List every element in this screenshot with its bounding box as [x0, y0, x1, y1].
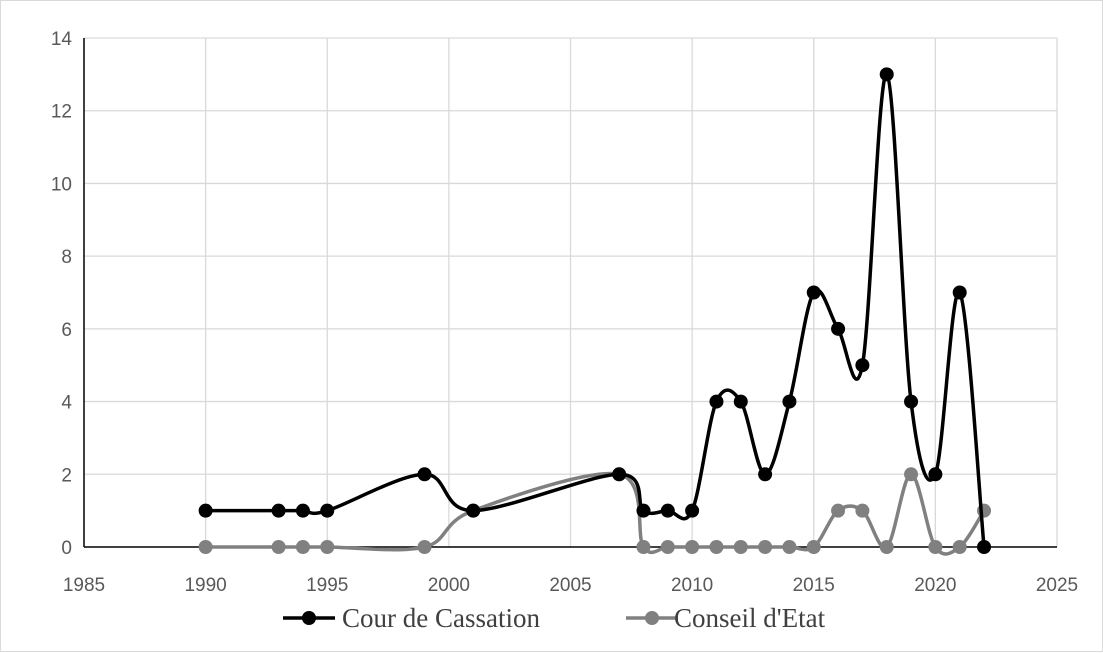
data-point: [733, 540, 748, 554]
data-point: [758, 467, 773, 482]
y-tick-label: 2: [61, 465, 72, 486]
data-point: [952, 285, 967, 300]
data-point: [417, 540, 432, 554]
data-point: [660, 503, 675, 518]
y-tick-label: 8: [61, 247, 72, 268]
x-tick-label: 2025: [1036, 575, 1078, 596]
data-point: [612, 467, 627, 482]
series-cour-de-cassation: [198, 67, 992, 554]
data-point: [977, 540, 992, 554]
data-point: [271, 540, 286, 554]
data-point: [782, 394, 797, 409]
x-tick-label: 2020: [914, 575, 956, 596]
data-point: [904, 467, 919, 482]
legend: Cour de Cassation Conseil d'Etat: [283, 603, 826, 633]
data-point: [636, 540, 651, 554]
data-point: [879, 67, 894, 82]
data-point: [709, 394, 724, 409]
data-point: [417, 467, 432, 482]
data-point: [320, 540, 335, 554]
legend-swatch-marker: [302, 611, 316, 625]
data-point: [466, 503, 481, 518]
data-point: [198, 540, 213, 554]
data-point: [709, 540, 724, 554]
data-point: [855, 358, 870, 373]
data-point: [928, 540, 943, 554]
x-tick-label: 1995: [306, 575, 348, 596]
data-point: [879, 540, 894, 554]
legend-label: Conseil d'Etat: [674, 603, 826, 633]
data-point: [295, 503, 310, 518]
data-point: [320, 503, 335, 518]
y-tick-label: 0: [61, 538, 72, 559]
data-point: [928, 467, 943, 482]
data-point: [295, 540, 310, 554]
data-point: [685, 540, 700, 554]
series-conseil-d-etat: [198, 467, 992, 556]
y-tick-label: 10: [51, 174, 72, 195]
x-tick-label: 2015: [793, 575, 835, 596]
x-tick-label: 1990: [184, 575, 226, 596]
y-tick-label: 14: [51, 29, 73, 50]
data-point: [952, 540, 967, 554]
x-tick-label: 2000: [428, 575, 470, 596]
y-tick-label: 4: [61, 393, 72, 414]
data-point: [855, 503, 870, 518]
data-point: [904, 394, 919, 409]
data-point: [636, 503, 651, 518]
data-point: [806, 285, 821, 300]
legend-item-cour-de-cassation: Cour de Cassation: [283, 603, 540, 633]
legend-swatch-marker: [645, 611, 659, 625]
data-point: [198, 503, 213, 518]
data-point: [685, 503, 700, 518]
data-point: [271, 503, 286, 518]
x-tick-label: 1985: [63, 575, 105, 596]
data-point: [782, 540, 797, 554]
legend-label: Cour de Cassation: [342, 603, 540, 633]
x-tick-label: 2010: [671, 575, 713, 596]
x-tick-label: 2005: [549, 575, 591, 596]
tick-labels: 0 2 4 6 8 10 12 14 1985 1990 1995 2000 2005 2010 2015 2…: [51, 29, 1078, 596]
data-point: [733, 394, 748, 409]
y-tick-label: 12: [51, 102, 72, 123]
data-point: [806, 540, 821, 554]
legend-item-conseil-d-etat: Conseil d'Etat: [626, 603, 826, 633]
data-point: [831, 321, 846, 336]
data-point: [758, 540, 773, 554]
data-point: [660, 540, 675, 554]
data-point: [831, 503, 846, 518]
series-lines: [198, 67, 992, 556]
y-tick-label: 6: [61, 320, 72, 341]
